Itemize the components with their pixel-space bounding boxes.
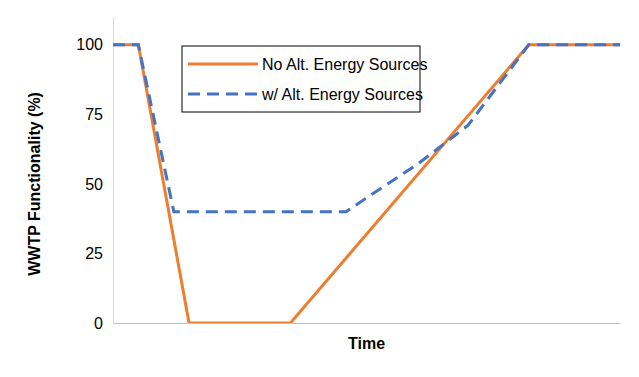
y-axis-line [113,18,114,324]
legend-label: w/ Alt. Energy Sources [261,86,423,103]
y-axis-title: WWTP Functionality (%) [26,92,43,276]
x-axis-line [114,323,621,324]
legend-swatch [188,93,258,96]
x-axis-title: Time [348,335,385,352]
y-tick-label: 75 [85,106,103,123]
y-tick-label: 0 [94,315,103,332]
y-tick: 50 [85,176,113,193]
legend: No Alt. Energy Sources w/ Alt. Energy Sou… [182,46,427,112]
y-tick-label: 50 [85,176,103,193]
y-axis: 0 25 50 75 100 [76,18,113,332]
y-tick: 0 [94,315,113,332]
x-axis [114,323,621,324]
legend-label: No Alt. Energy Sources [262,56,427,73]
y-tick: 75 [85,106,113,123]
y-tick-label: 25 [85,245,103,262]
y-tick-label: 100 [76,36,103,53]
series-line [113,45,620,212]
series-line [113,45,620,323]
plot: 0 25 50 75 100 [76,18,620,332]
y-tick: 100 [76,36,113,53]
lines [113,45,620,323]
y-tick: 25 [85,245,113,262]
legend-swatch [188,63,258,66]
chart: 0 25 50 75 100 Time WWTP Functionality (%) No A… [0,0,639,377]
